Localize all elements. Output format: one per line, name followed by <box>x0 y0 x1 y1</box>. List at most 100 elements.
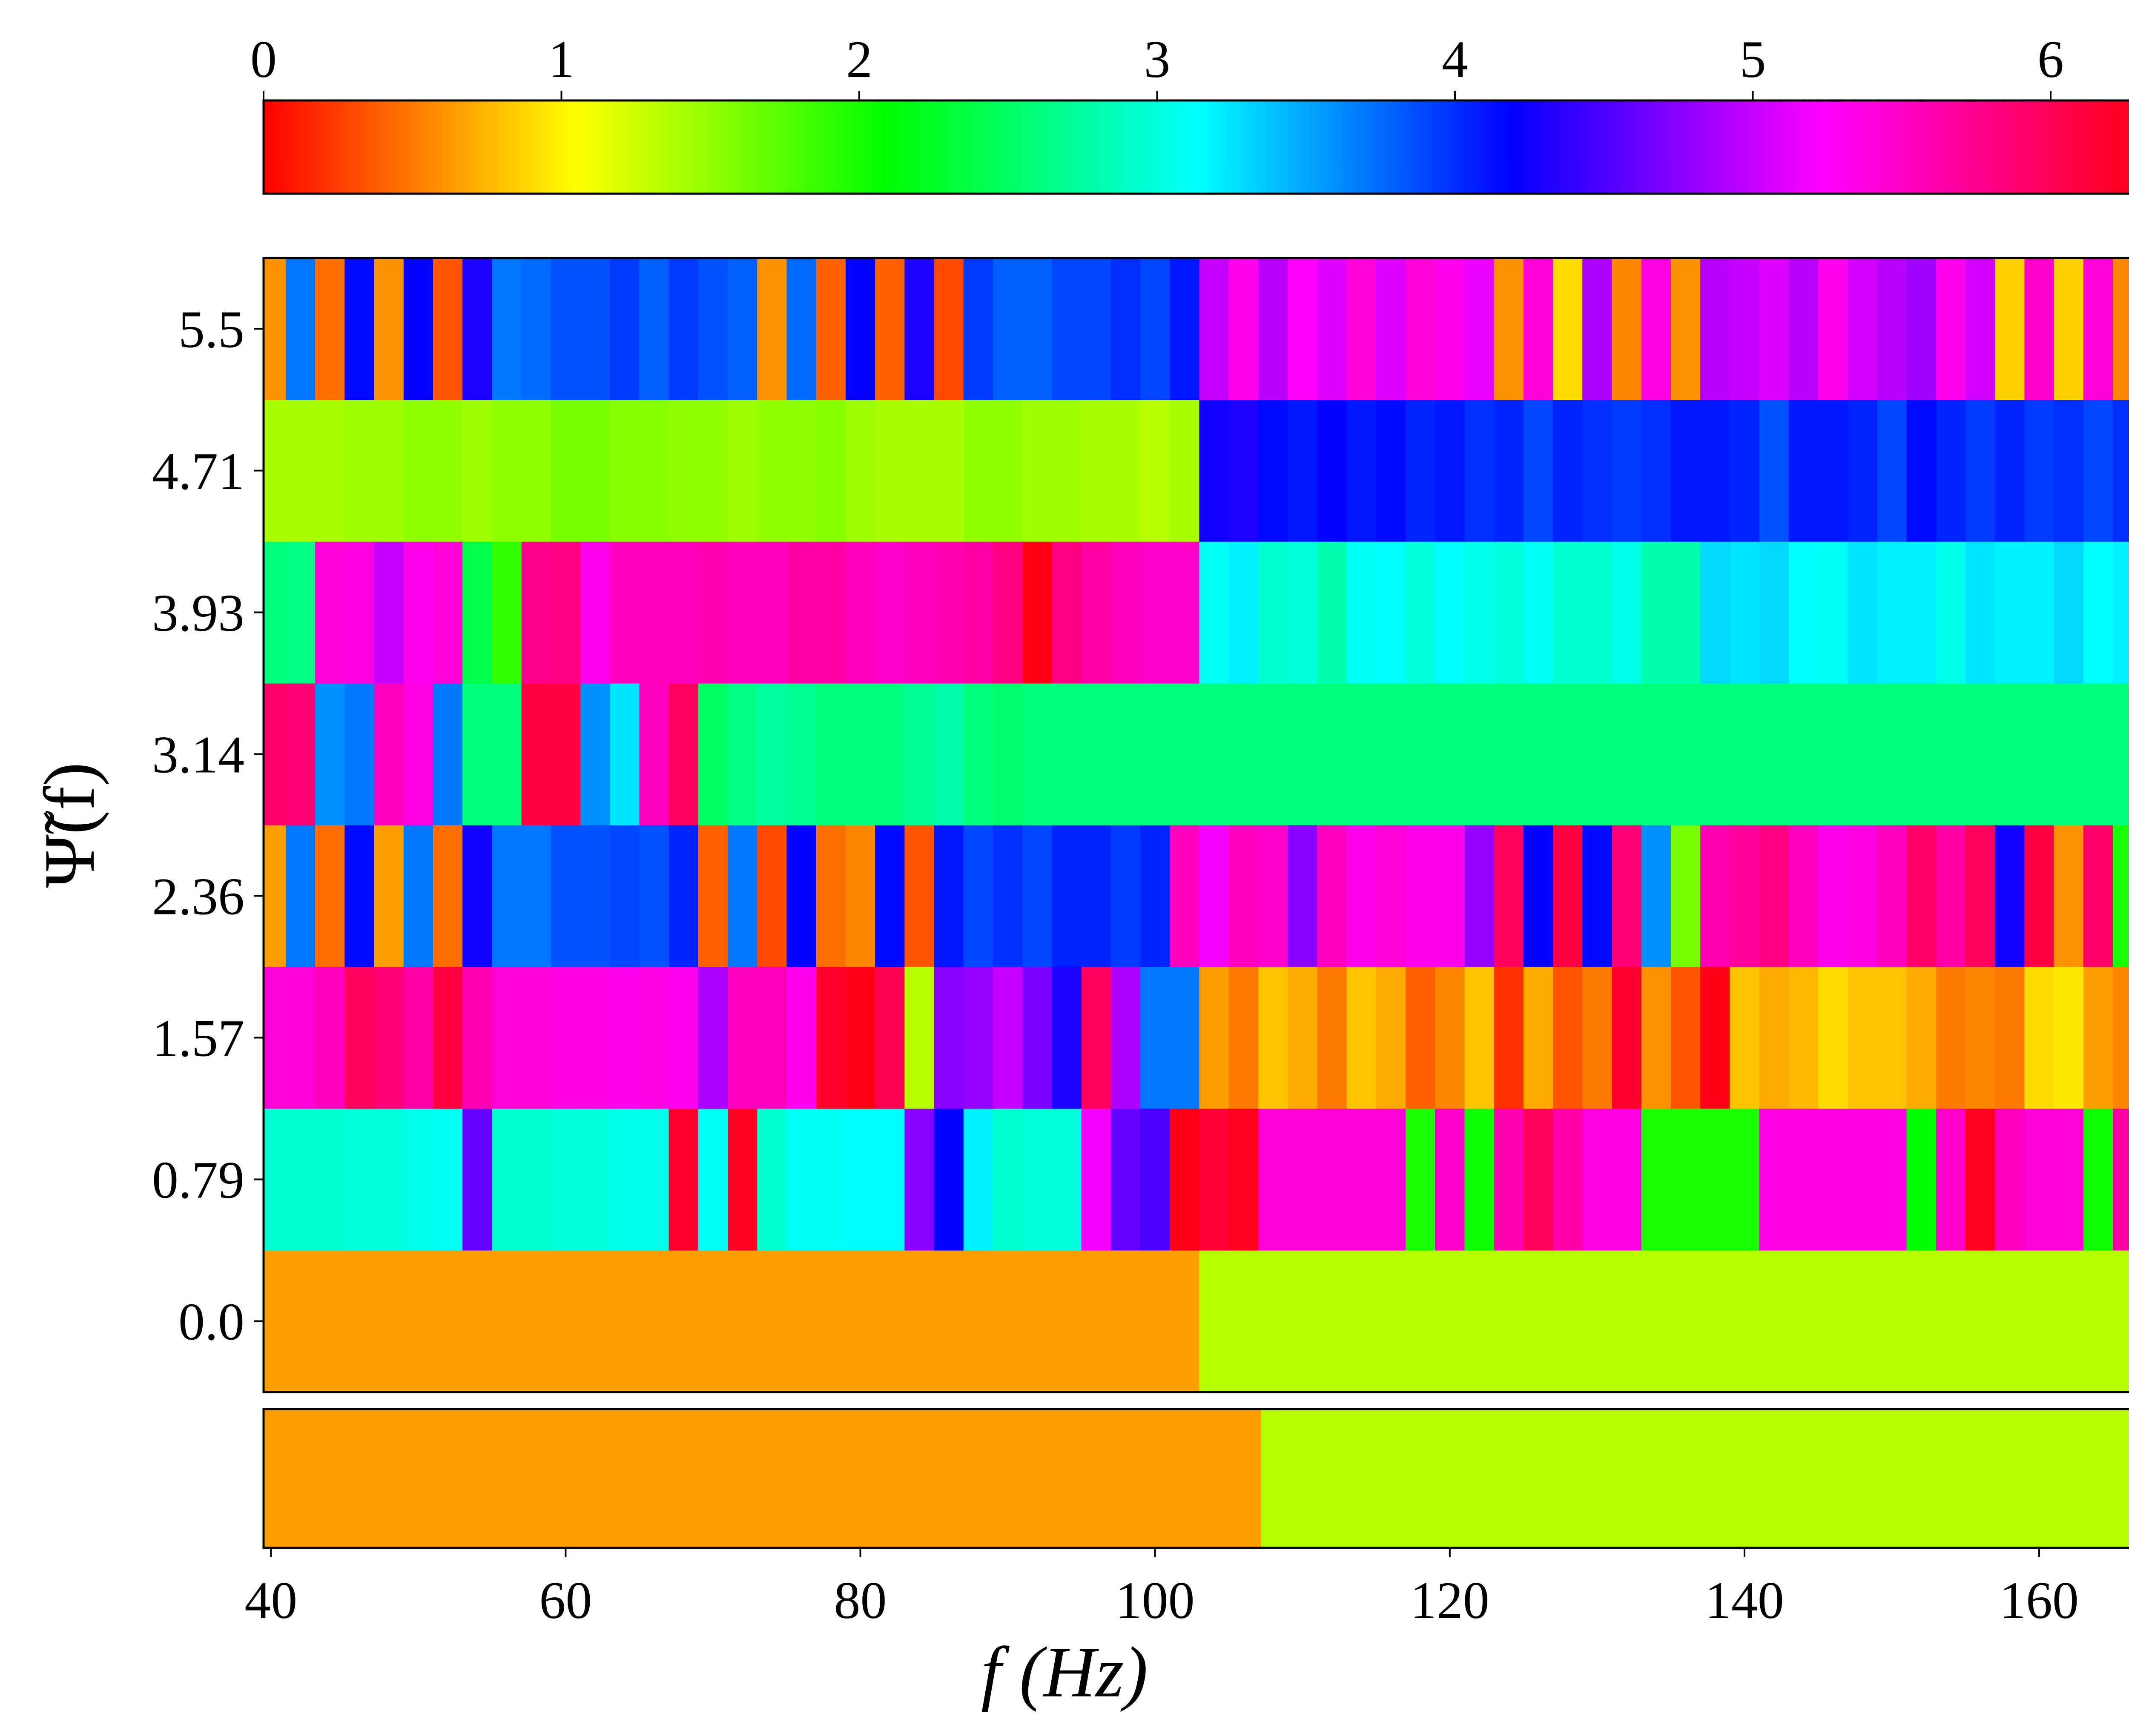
heatmap-cell <box>1936 1109 1966 1251</box>
heatmap-cell <box>580 1250 610 1392</box>
heatmap-cell <box>639 1250 669 1392</box>
heatmap-cell <box>1877 683 1907 825</box>
heatmap-cell <box>904 683 935 825</box>
heatmap-cell <box>433 967 463 1109</box>
heatmap-cell <box>285 825 316 967</box>
heatmap-cell <box>1670 541 1701 684</box>
heatmap-cell <box>433 1250 463 1392</box>
heatmap-cell <box>580 400 610 542</box>
heatmap-cell <box>1464 967 1495 1109</box>
heatmap-cell <box>610 825 640 967</box>
heatmap-cell <box>1612 825 1642 967</box>
heatmap-cell <box>462 1250 492 1392</box>
heatmap-cell <box>1288 825 1317 967</box>
heatmap-cell <box>845 258 875 400</box>
heatmap-cell <box>1110 683 1141 825</box>
heatmap-cell <box>698 1109 728 1251</box>
heatmap-cell <box>1523 967 1553 1109</box>
heatmap-cell <box>1818 258 1848 400</box>
heatmap-cell <box>1288 541 1317 684</box>
heatmap-cell <box>1670 258 1701 400</box>
heatmap-cell <box>728 1109 757 1251</box>
heatmap-cell <box>344 258 375 400</box>
heatmap-cell <box>2054 683 2084 825</box>
colorbar-tick-label: 3 <box>1144 30 1171 89</box>
heatmap-cell <box>1670 683 1701 825</box>
heatmap-cell <box>1346 1109 1377 1251</box>
heatmap-cell <box>1877 825 1907 967</box>
heatmap-cell <box>1170 400 1200 542</box>
heatmap-cell <box>1641 967 1671 1109</box>
heatmap-cell <box>492 967 522 1109</box>
heatmap-cell <box>816 825 846 967</box>
heatmap-cell <box>904 258 935 400</box>
heatmap-cell <box>1022 825 1053 967</box>
heatmap-cell <box>1317 825 1347 967</box>
heatmap-cell <box>669 258 699 400</box>
heatmap-cell <box>1228 400 1259 542</box>
heatmap-cell <box>1965 258 1995 400</box>
heatmap-cell <box>1258 825 1288 967</box>
heatmap-cell <box>1936 258 1966 400</box>
heatmap-cell <box>1612 683 1642 825</box>
heatmap-cell <box>492 541 522 684</box>
heatmap-cell <box>1848 967 1877 1109</box>
heatmap-cell <box>1788 1250 1819 1392</box>
heatmap-cell <box>1553 1250 1583 1392</box>
reference-right-segment <box>1261 1409 2129 1548</box>
heatmap-cell <box>285 258 316 400</box>
heatmap-cell <box>1730 825 1760 967</box>
heatmap-cell <box>2024 1250 2054 1392</box>
heatmap-cell <box>875 1250 905 1392</box>
heatmap-cell <box>1730 1250 1760 1392</box>
heatmap-cell <box>1700 1250 1730 1392</box>
heatmap-cell <box>1965 683 1995 825</box>
heatmap-cell <box>1199 825 1229 967</box>
heatmap-cell <box>1110 825 1141 967</box>
heatmap-cell <box>492 1250 522 1392</box>
heatmap-cell <box>1641 683 1671 825</box>
heatmap-cell <box>1288 967 1317 1109</box>
heatmap-cell <box>1022 967 1053 1109</box>
heatmap-cell <box>993 541 1023 684</box>
heatmap-cell <box>1612 541 1642 684</box>
x-tick-label: 160 <box>2000 1571 2079 1630</box>
x-tick-label: 80 <box>834 1571 887 1630</box>
heatmap-cell <box>1464 400 1495 542</box>
heatmap-cell <box>264 400 286 542</box>
heatmap-cell <box>993 1109 1023 1251</box>
heatmap-cell <box>1022 258 1053 400</box>
heatmap-cell <box>1405 400 1435 542</box>
heatmap-cell <box>2054 258 2084 400</box>
heatmap-cell <box>551 683 581 825</box>
heatmap-cell <box>1052 1250 1082 1392</box>
heatmap-cell <box>1965 825 1995 967</box>
heatmap-cell <box>875 1109 905 1251</box>
heatmap-cell <box>2113 541 2129 684</box>
heatmap-cell <box>264 683 286 825</box>
heatmap-cell <box>403 825 433 967</box>
heatmap-cell <box>1582 400 1613 542</box>
heatmap-cell <box>1877 1109 1907 1251</box>
heatmap-cell <box>1199 1109 1229 1251</box>
heatmap-cell <box>993 400 1023 542</box>
heatmap-cell <box>315 400 345 542</box>
heatmap-cell <box>433 683 463 825</box>
heatmap-cell <box>610 967 640 1109</box>
heatmap-cell <box>374 825 404 967</box>
heatmap-cell <box>1052 967 1082 1109</box>
heatmap-cell <box>1464 1109 1495 1251</box>
heatmap-cell <box>993 967 1023 1109</box>
heatmap-cell <box>698 967 728 1109</box>
heatmap-cell <box>462 541 492 684</box>
heatmap-cell <box>344 967 375 1109</box>
heatmap-cell <box>1759 683 1789 825</box>
heatmap-cell <box>1906 1109 1937 1251</box>
x-tick-label: 140 <box>1705 1571 1784 1630</box>
heatmap-cell <box>462 825 492 967</box>
heatmap-cell <box>344 825 375 967</box>
heatmap-cell <box>1523 683 1553 825</box>
heatmap-cell <box>1288 400 1317 542</box>
heatmap-cell <box>551 825 581 967</box>
heatmap-cell <box>1405 541 1435 684</box>
